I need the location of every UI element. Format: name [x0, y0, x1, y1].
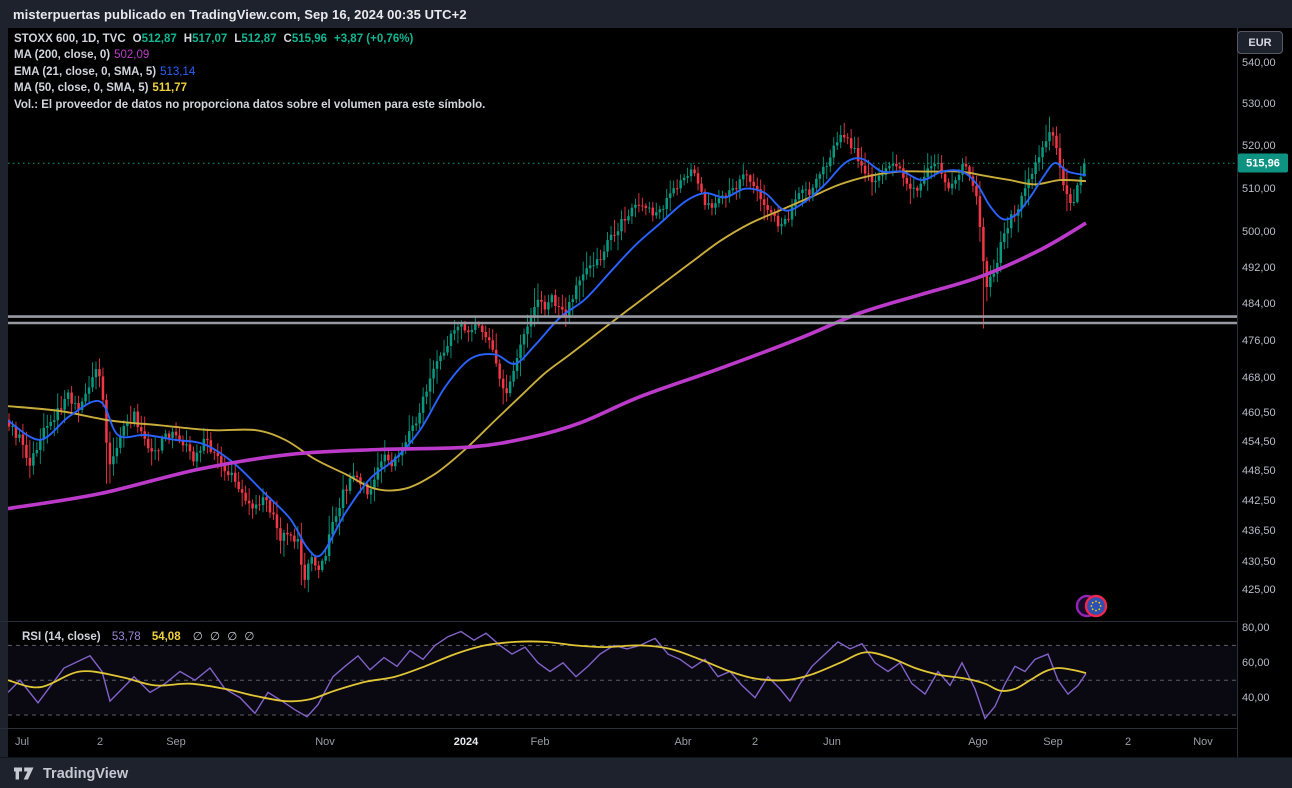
price-axis-label: 430,50: [1242, 555, 1276, 568]
left-edge-strip: [0, 28, 8, 757]
last-price-tag: 515,96: [1238, 153, 1288, 173]
time-axis-label: Sep: [166, 736, 186, 748]
tradingview-logo-icon[interactable]: [13, 765, 35, 782]
change-value: +3,87 (+0,76%): [334, 33, 414, 45]
price-axis-label: 448,50: [1242, 465, 1276, 478]
time-axis-label: Nov: [315, 736, 335, 748]
indicator-value: 511,77: [152, 82, 187, 95]
candle-wicks-down: [8, 122, 1071, 589]
ma50-line[interactable]: [8, 170, 1087, 492]
price-axis[interactable]: 540,00 530,00 520,00 510,00 500,00 492,00 484,…: [1238, 28, 1292, 757]
price-axis-separator: [1237, 28, 1238, 757]
publication-header: misterpuertas publicado en TradingView.c…: [0, 0, 1292, 28]
price-axis-label: 476,00: [1242, 334, 1276, 347]
pane-separator: [0, 621, 1237, 622]
symbol-title: STOXX 600, 1D, TVC: [14, 33, 126, 45]
main-legend: STOXX 600, 1D, TVC O512,87 H517,07 L512,87 C…: [14, 31, 485, 113]
price-axis-label: 500,00: [1242, 226, 1276, 239]
ohlc-c: C515,96: [283, 33, 328, 45]
time-axis-label: Ago: [968, 736, 988, 748]
price-axis-label: 484,00: [1242, 297, 1276, 310]
rsi-label: RSI (14, close): [22, 631, 101, 643]
volume-note-row[interactable]: Vol.: El proveedor de datos no proporcio…: [14, 97, 485, 113]
indicator-row-2[interactable]: MA (50, close, 0, SMA, 5) 511,77: [14, 80, 485, 96]
price-axis-label: 530,00: [1242, 98, 1276, 111]
price-axis-label: 454,50: [1242, 436, 1276, 449]
time-axis-label: 2024: [453, 736, 479, 748]
time-axis-label: 2: [751, 736, 759, 748]
indicator-value: 502,09: [114, 49, 150, 62]
indicator-label: MA (50, close, 0, SMA, 5): [14, 82, 149, 95]
time-axis-label: Jun: [823, 736, 841, 748]
indicator-value: 513,14: [160, 65, 196, 78]
ohlc-o: O512,87: [132, 33, 177, 45]
price-axis-label: 442,50: [1242, 495, 1276, 508]
price-axis-label: 520,00: [1242, 140, 1276, 153]
price-axis-label: 492,00: [1242, 261, 1276, 274]
footer-bar: TradingView: [0, 757, 1292, 788]
rsi-axis-label: 80,00: [1242, 622, 1270, 634]
indicator-row-0[interactable]: MA (200, close, 0) 502,09: [14, 47, 485, 63]
rsi-legend-row[interactable]: RSI (14, close) 53,78 54,08 ∅ ∅ ∅ ∅: [22, 629, 256, 643]
price-axis-label: 436,50: [1242, 525, 1276, 538]
rsi-ma-value: 54,08: [151, 631, 181, 643]
time-axis-label: 2: [1124, 736, 1132, 748]
rsi-pane[interactable]: [8, 630, 1237, 720]
time-axis-label: Abr: [674, 736, 692, 748]
rsi-empty-slots: ∅ ∅ ∅ ∅: [192, 631, 257, 643]
time-axis-label: Feb: [530, 736, 550, 748]
price-axis-label: 540,00: [1242, 57, 1276, 69]
volume-note: Vol.: El proveedor de datos no proporcio…: [14, 98, 486, 111]
price-axis-label: 510,00: [1242, 182, 1276, 195]
rsi-axis-label: 40,00: [1242, 691, 1270, 704]
candle-wicks-up: [12, 116, 1085, 593]
candle-bodies-up: [11, 132, 1086, 580]
main-pane[interactable]: [8, 116, 1237, 618]
tradingview-brand-text[interactable]: TradingView: [43, 765, 129, 782]
ma200-line[interactable]: [8, 221, 1087, 511]
symbol-row[interactable]: STOXX 600, 1D, TVC O512,87 H517,07 L512,87 C…: [14, 31, 485, 47]
price-axis-label: 460,50: [1242, 407, 1276, 420]
rsi-value: 53,78: [111, 631, 141, 643]
economic-event-marker[interactable]: [1075, 594, 1108, 618]
price-axis-label: 425,00: [1242, 583, 1276, 596]
time-axis-label: Sep: [1043, 736, 1063, 748]
publication-title: misterpuertas publicado en TradingView.c…: [13, 6, 467, 22]
time-axis[interactable]: Jul 2 Sep Nov 2024 Feb Abr 2 Jun Ago Sep 2 Nov: [0, 728, 1237, 758]
ohlc-l: L512,87: [234, 33, 277, 45]
rsi-ma-line[interactable]: [8, 640, 1087, 703]
price-axis-label: 468,00: [1242, 371, 1276, 384]
ohlc-h: H517,07: [183, 33, 228, 45]
time-axis-label: Jul: [14, 736, 30, 748]
candle-bodies-down: [8, 132, 1072, 580]
time-axis-label: 2: [96, 736, 104, 748]
indicator-label: MA (200, close, 0): [14, 49, 111, 62]
rsi-axis-label: 60,00: [1242, 656, 1270, 669]
indicator-row-1[interactable]: EMA (21, close, 0, SMA, 5) 513,14: [14, 64, 485, 80]
time-axis-label: Nov: [1193, 736, 1213, 748]
currency-button[interactable]: EUR: [1237, 31, 1283, 54]
indicator-label: EMA (21, close, 0, SMA, 5): [14, 65, 157, 78]
ema21-line[interactable]: [8, 157, 1087, 558]
